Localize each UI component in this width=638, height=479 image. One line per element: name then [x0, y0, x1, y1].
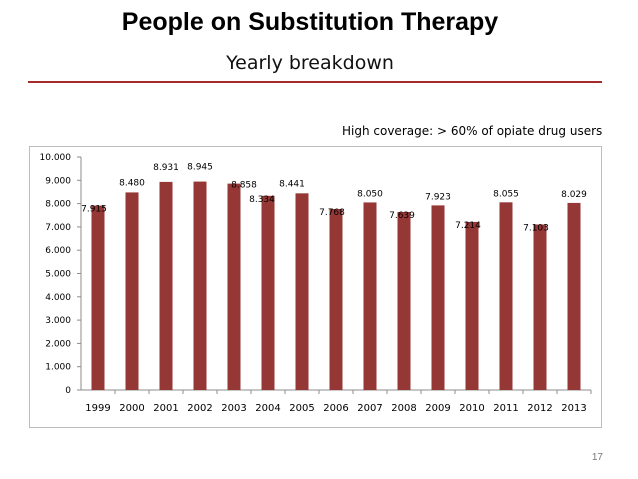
- data-label: 8.334: [249, 195, 275, 205]
- x-tick-label: 2012: [527, 403, 552, 414]
- data-label: 8.858: [231, 181, 257, 191]
- data-label: 8.931: [153, 163, 179, 173]
- x-tick-label: 2007: [357, 403, 382, 414]
- y-tick-label: 8.000: [45, 200, 71, 210]
- y-tick-label: 0: [65, 386, 71, 396]
- bar: [125, 192, 139, 390]
- data-label: 7.214: [455, 221, 481, 231]
- bar: [397, 212, 411, 390]
- data-label: 8.945: [187, 163, 213, 173]
- y-tick-label: 4.000: [45, 293, 71, 303]
- bar: [465, 221, 479, 390]
- slide-title: People on Substitution Therapy: [121, 8, 499, 36]
- x-tick-label: 2003: [221, 403, 246, 414]
- bar: [227, 183, 241, 390]
- data-label: 8.029: [561, 190, 587, 200]
- y-tick-label: 1.000: [45, 363, 71, 373]
- x-tick-label: 2009: [425, 403, 450, 414]
- bar: [159, 181, 173, 390]
- y-tick-label: 2.000: [45, 339, 71, 349]
- data-label: 8.055: [493, 189, 519, 199]
- bar: [431, 205, 445, 390]
- bar: [363, 202, 377, 390]
- data-label: 7.768: [319, 208, 345, 218]
- x-tick-label: 2013: [561, 403, 586, 414]
- bar: [329, 209, 343, 390]
- bar: [193, 181, 207, 390]
- bar: [91, 205, 105, 390]
- x-tick-label: 2011: [493, 403, 518, 414]
- x-tick-label: 2005: [289, 403, 314, 414]
- data-label: 7.639: [389, 211, 415, 221]
- x-tick-label: 2010: [459, 403, 484, 414]
- bar-chart: 0 1.000 2.000 3.000 4.000 5.000 6.000 7.000 8.00…: [40, 153, 592, 414]
- data-label: 7.923: [425, 192, 451, 202]
- x-tick-label: 2000: [119, 403, 144, 414]
- y-tick-label: 10.000: [40, 153, 72, 163]
- x-tick-label: 2006: [323, 403, 348, 414]
- data-label: 8.441: [279, 179, 305, 189]
- y-tick-label: 6.000: [45, 246, 71, 256]
- data-label: 7.915: [81, 205, 107, 215]
- slide-number: 17: [591, 452, 603, 463]
- chart-frame: [29, 146, 602, 428]
- bar: [567, 202, 581, 390]
- coverage-note: High coverage: > 60% of opiate drug user…: [342, 124, 603, 138]
- x-tick-label: 2002: [187, 403, 212, 414]
- y-tick-label: 3.000: [45, 316, 71, 326]
- x-tick-label: 2001: [153, 403, 178, 414]
- bar: [533, 224, 547, 390]
- y-tick-label: 5.000: [45, 270, 71, 280]
- title-divider: [28, 81, 602, 83]
- y-tick-label: 7.000: [45, 223, 71, 233]
- x-tick-label: 1999: [85, 403, 110, 414]
- bar: [261, 195, 275, 390]
- data-label: 8.480: [119, 178, 145, 188]
- data-label: 7.103: [523, 224, 549, 234]
- y-tick-label: 9.000: [45, 176, 71, 186]
- x-tick-label: 2004: [255, 403, 280, 414]
- x-tick-label: 2008: [391, 403, 416, 414]
- bar: [499, 202, 513, 390]
- data-label: 8.050: [357, 189, 383, 199]
- bar: [295, 193, 309, 390]
- slide-subtitle: Yearly breakdown: [226, 52, 394, 74]
